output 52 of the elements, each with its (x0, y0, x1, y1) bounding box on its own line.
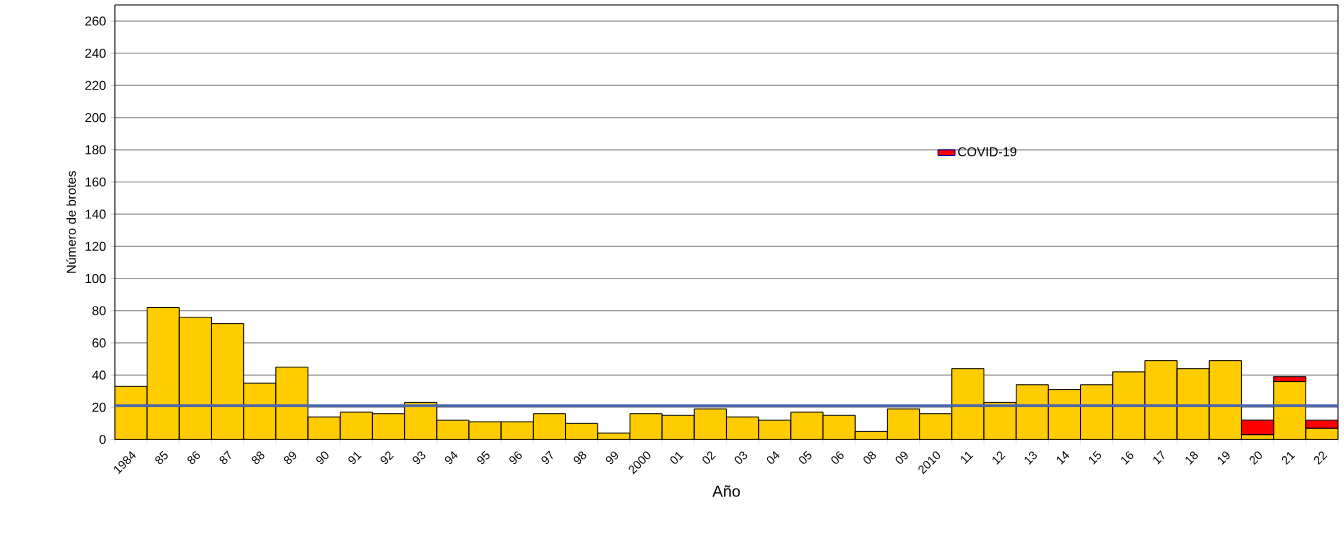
y-tick-label: 180 (85, 145, 106, 155)
x-tick-label: 20 (1249, 451, 1262, 466)
y-tick-label: 120 (85, 241, 106, 252)
x-tick-label: 17 (1153, 450, 1165, 465)
x-tick-label: 91 (348, 452, 362, 465)
x-tick-label: 11 (960, 452, 974, 465)
y-tick-label: 60 (92, 338, 106, 348)
y-tick-label: 100 (85, 274, 106, 284)
x-tick-label: 16 (1121, 451, 1134, 465)
y-tick-label: 260 (85, 16, 106, 26)
x-tick-label: 04 (766, 451, 780, 464)
y-tick-label: 140 (85, 209, 106, 219)
x-tick-label: 12 (992, 451, 1006, 465)
x-tick-label: 90 (316, 451, 329, 465)
x-tick-label: 89 (283, 451, 297, 465)
x-tick-label: 88 (251, 451, 265, 465)
x-tick-label: 05 (799, 450, 812, 464)
x-tick-label: 85 (155, 450, 168, 465)
legend-label: COVID-19 (958, 147, 1017, 157)
x-tick-label: 98 (573, 451, 587, 465)
y-tick-label: 220 (85, 81, 106, 91)
x-tick-label: 97 (541, 450, 553, 465)
x-tick-label: 21 (1281, 452, 1296, 466)
y-tick-label: 40 (92, 370, 106, 380)
x-tick-label: 92 (380, 451, 394, 465)
x-tick-label: 18 (1185, 451, 1198, 465)
y-tick-label: 160 (85, 177, 106, 187)
x-tick-label: 22 (1314, 451, 1328, 466)
x-tick-label: 02 (702, 451, 716, 464)
x-axis-title: Año (712, 485, 740, 497)
x-tick-label: 01 (670, 452, 684, 464)
x-tick-label: 03 (734, 451, 748, 464)
y-axis-title: Número de brotes (66, 171, 76, 273)
x-tick-label: 95 (477, 450, 490, 465)
x-tick-label: 13 (1024, 451, 1037, 465)
x-tick-label: 94 (444, 451, 458, 465)
x-tick-label: 87 (219, 450, 232, 465)
x-tick-label: 93 (412, 451, 426, 465)
x-tick-label: 14 (1056, 451, 1070, 465)
y-tick-label: 240 (85, 48, 106, 58)
y-tick-label: 80 (92, 306, 106, 316)
x-tick-label: 19 (1217, 451, 1230, 465)
y-tick-label: 20 (92, 402, 106, 412)
x-tick-label: 09 (895, 451, 908, 464)
x-tick-label: 06 (831, 451, 844, 464)
x-tick-label: 99 (605, 451, 619, 465)
y-tick-label: 200 (85, 113, 106, 123)
x-tick-label: 08 (863, 451, 876, 464)
x-tick-label: 86 (187, 451, 200, 465)
y-tick-label: 0 (99, 435, 106, 445)
x-tick-label: 15 (1089, 450, 1102, 465)
x-tick-label: 96 (509, 451, 522, 465)
